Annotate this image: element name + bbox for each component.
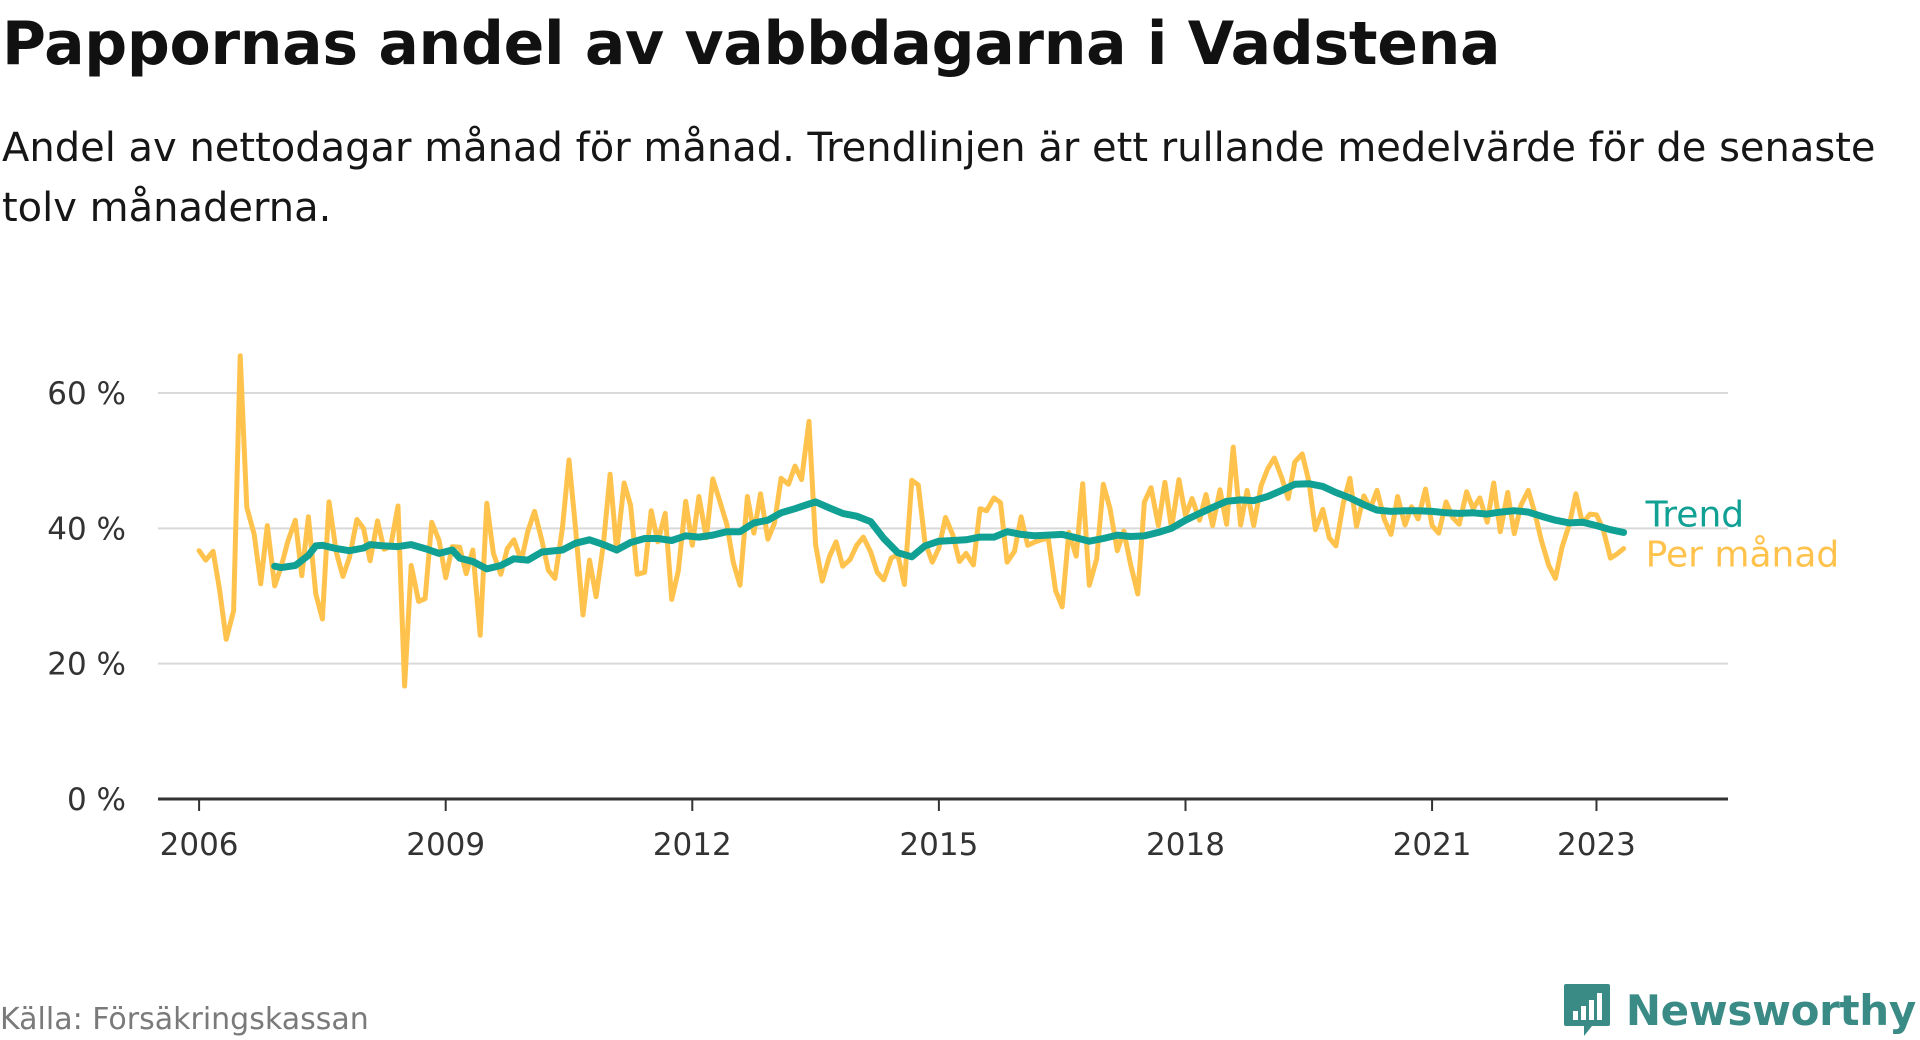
x-tick-label: 2021 bbox=[1393, 827, 1472, 863]
brand-name: Newsworthy bbox=[1625, 986, 1916, 1035]
x-tick-label: 2018 bbox=[1146, 827, 1225, 863]
series-label-per-manad: Per månad bbox=[1646, 535, 1840, 576]
x-tick-label: 2023 bbox=[1557, 827, 1636, 863]
newsworthy-bar-chart-icon bbox=[1563, 984, 1610, 1036]
x-tick-label: 2015 bbox=[899, 827, 978, 863]
x-tick-label: 2009 bbox=[406, 827, 485, 863]
series-line-trend bbox=[271, 480, 1628, 573]
y-tick-labels: 0 % 20 % 40 % 60 % bbox=[47, 376, 126, 818]
y-tick-label: 60 % bbox=[47, 376, 126, 412]
chart-subtitle: Andel av nettodagar månad för månad. Tre… bbox=[2, 125, 1876, 231]
chart-title: Pappornas andel av vabbdagarna i Vadsten… bbox=[2, 9, 1501, 79]
y-tick-label: 40 % bbox=[47, 511, 126, 547]
y-tick-label: 0 % bbox=[67, 782, 126, 818]
x-tick-label: 2012 bbox=[653, 827, 732, 863]
source-note: Källa: Försäkringskassan bbox=[0, 1002, 369, 1037]
x-tick-labels: 2006 2009 2012 2015 2018 2021 2023 bbox=[160, 799, 1636, 863]
series-label-trend: Trend bbox=[1645, 494, 1745, 535]
series-line-per-manad bbox=[196, 353, 1627, 689]
y-tick-label: 20 % bbox=[47, 647, 126, 683]
series-layer bbox=[196, 353, 1628, 689]
line-chart: 0 % 20 % 40 % 60 % 2006 2009 2012 2015 2018 2021… bbox=[47, 353, 1840, 863]
x-tick-label: 2006 bbox=[160, 827, 239, 863]
brand-logo: Newsworthy bbox=[1562, 982, 1916, 1040]
grid-layer bbox=[158, 392, 1728, 801]
